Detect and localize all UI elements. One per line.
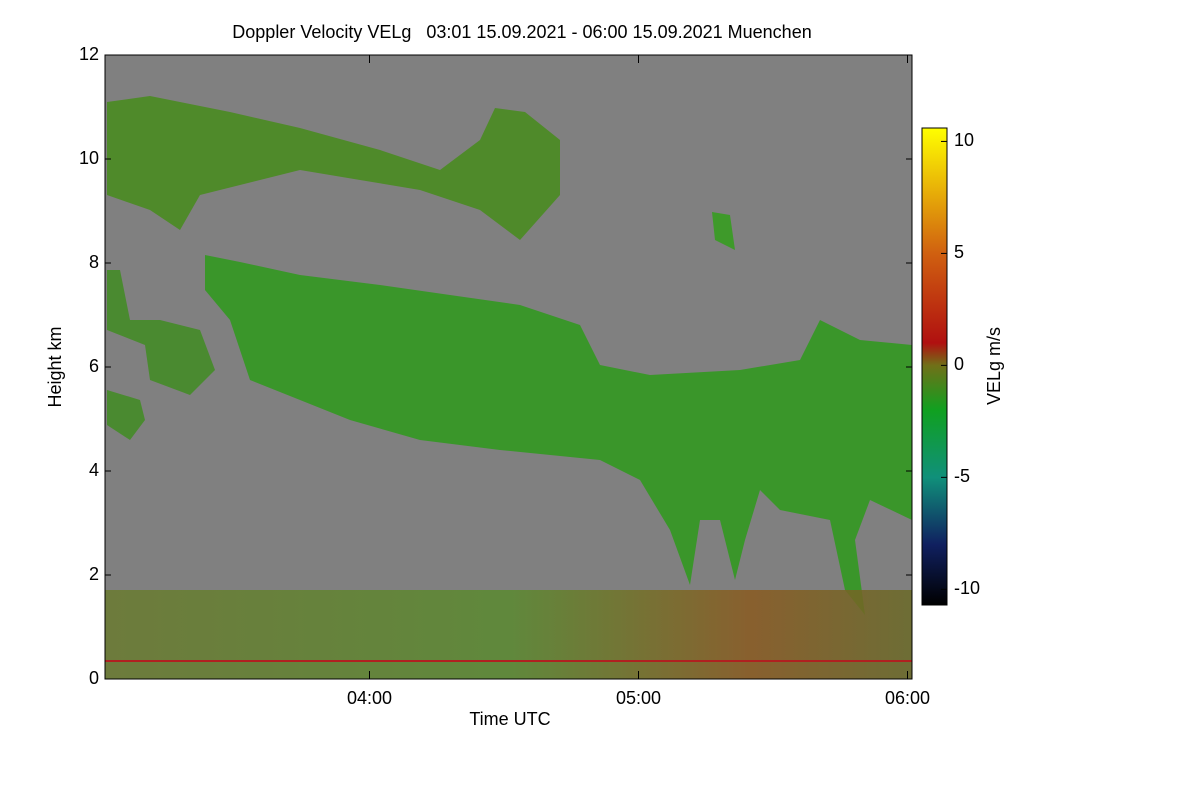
y-axis-label: Height km (45, 326, 65, 407)
y-tick-label: 6 (89, 356, 99, 376)
colorbar-tick-label: -5 (954, 466, 970, 486)
cloud (205, 255, 912, 615)
colorbar-tick-label: -10 (954, 578, 980, 598)
cloud (107, 96, 560, 240)
y-tick-label: 2 (89, 564, 99, 584)
colorbar-tick-label: 5 (954, 242, 964, 262)
colorbar (921, 127, 948, 606)
cloud (712, 212, 735, 250)
colorbar-label: VELg m/s (984, 327, 1004, 405)
y-tick-label: 12 (79, 44, 99, 64)
colorbar-tick-label: 0 (954, 354, 964, 374)
colorbar-tick-label: 10 (954, 130, 974, 150)
x-axis-label: Time UTC (469, 709, 550, 729)
ground-clutter (105, 590, 912, 679)
y-tick-label: 4 (89, 460, 99, 480)
x-tick-label: 04:00 (347, 688, 392, 708)
x-tick-label: 05:00 (616, 688, 661, 708)
chart-title: Doppler Velocity VELg 03:01 15.09.2021 -… (232, 22, 811, 42)
radar-field (105, 96, 912, 679)
y-tick-label: 10 (79, 148, 99, 168)
x-tick-label: 06:00 (885, 688, 930, 708)
y-tick-label: 8 (89, 252, 99, 272)
cloud (107, 270, 215, 395)
cloud (107, 390, 145, 440)
y-tick-label: 0 (89, 668, 99, 688)
